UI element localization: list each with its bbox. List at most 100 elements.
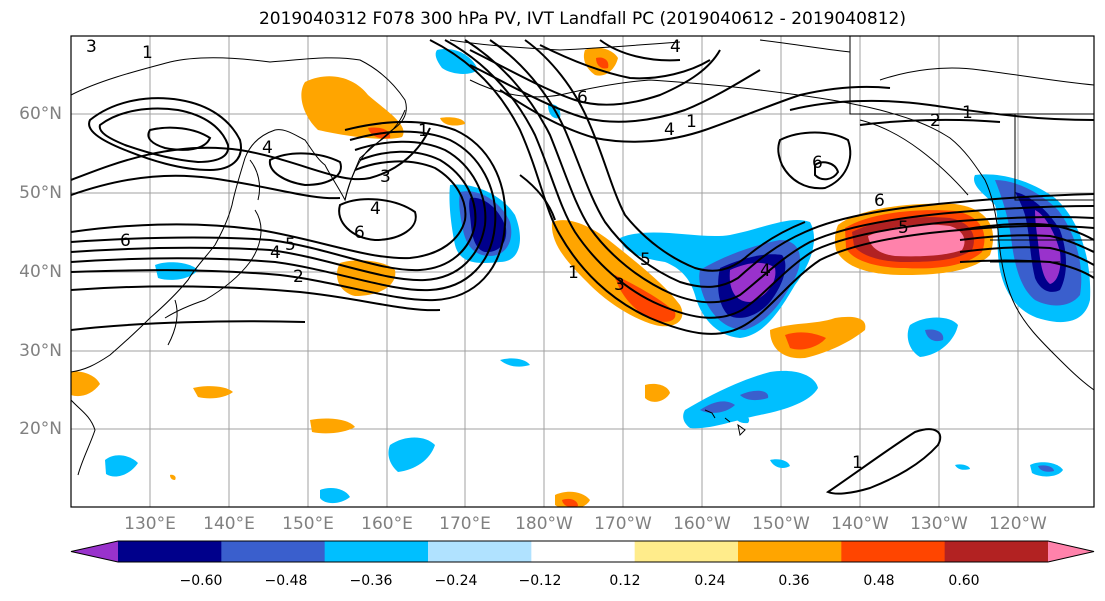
colorbar-tick: 0.12 (609, 573, 641, 589)
pv-contour (814, 161, 840, 181)
lon-label-170e: 170°E (439, 514, 491, 534)
colorbar-segment (841, 541, 946, 562)
colorbar-segment (531, 541, 636, 562)
contour-label: 5 (640, 250, 651, 270)
pv-contour (469, 49, 721, 106)
contour-label: 6 (577, 88, 588, 108)
lon-label-160w: 160°W (673, 514, 731, 534)
lon-label-140w: 140°W (831, 514, 889, 534)
colorbar-tick: −0.60 (179, 573, 223, 589)
pv-contour (959, 234, 1094, 253)
contour-label: 1 (142, 43, 153, 63)
contour-label: 1 (852, 453, 863, 473)
pv-contour (524, 39, 806, 272)
lon-label-180w: 180°W (515, 514, 573, 534)
colorbar-tick: 0.36 (778, 573, 810, 589)
contour-label: 6 (120, 231, 131, 251)
pv-contour (71, 160, 467, 260)
contour-labels: 3 1 6 2 4 5 4 6 3 1 4 6 4 5 1 3 6 5 4 6 … (86, 37, 973, 473)
contour-label: 3 (380, 167, 391, 187)
contour-label: 2 (293, 267, 304, 287)
colorbar-tick: −0.24 (434, 573, 478, 589)
pv-contour (71, 130, 497, 292)
contour-label: 1 (418, 121, 429, 141)
pv-contour (71, 174, 341, 200)
pv-contour (338, 198, 417, 242)
pv-contour (429, 39, 1094, 335)
contour-label: 5 (285, 235, 296, 255)
lon-label-150w: 150°W (752, 514, 810, 534)
pv-contour (71, 127, 431, 181)
colorbar-tick: −0.48 (264, 573, 308, 589)
pv-contour (71, 140, 487, 282)
lon-label-170w: 170°W (594, 514, 652, 534)
colorbar-segment (221, 541, 326, 562)
map-frame (70, 35, 1095, 508)
contour-label: 4 (760, 261, 771, 281)
pv-contour (959, 222, 1094, 241)
colorbar-tick: 0.48 (863, 573, 895, 589)
pv-contour (959, 246, 1094, 266)
colorbar-outline (70, 540, 1095, 563)
contour-label: 4 (670, 37, 681, 57)
contour-label: 6 (874, 191, 885, 211)
pv-contour (777, 131, 852, 190)
contour-label: 4 (370, 199, 381, 219)
pv-contour (519, 174, 556, 221)
contour-label: 1 (962, 103, 973, 123)
contour-label: 3 (86, 37, 97, 57)
colorbar-segment (944, 541, 1049, 562)
colorbar-segment (738, 541, 842, 562)
lat-label-30n: 30°N (19, 341, 62, 361)
contour-label: 3 (614, 275, 625, 295)
contour-label: 6 (812, 153, 823, 173)
pv-contour (859, 118, 1001, 126)
pv-contour (789, 99, 1094, 121)
contour-label: 4 (664, 120, 675, 140)
colorbar-segment (428, 541, 532, 562)
lat-label-40n: 40°N (19, 262, 62, 282)
contour-label: 2 (930, 111, 941, 131)
pv-contour (147, 126, 212, 151)
pv-contour (825, 428, 942, 495)
colorbar-tick: 0.24 (694, 573, 726, 589)
contour-label: 4 (270, 243, 281, 263)
colorbar-segment (118, 541, 222, 562)
contour-label: 1 (568, 263, 579, 283)
colorbar-extend-max (1048, 541, 1094, 562)
map-title: 2019040312 F078 300 hPa PV, IVT Landfall… (258, 9, 906, 29)
lat-label-60n: 60°N (19, 104, 62, 124)
colorbar-tick: −0.12 (518, 573, 562, 589)
pv-contour (71, 150, 477, 272)
colorbar-segment (324, 541, 429, 562)
colorbar-tick: −0.36 (349, 573, 393, 589)
pv-contour (71, 120, 507, 302)
contour-label: 6 (354, 223, 365, 243)
pv-contour (71, 320, 306, 331)
lon-label-160e: 160°E (361, 514, 413, 534)
pv-contour (98, 107, 230, 164)
contour-label: 4 (262, 138, 273, 158)
pv-contour (499, 85, 891, 143)
pv-contour (444, 39, 1094, 319)
lon-label-140e: 140°E (203, 514, 255, 534)
colorbar-extend-min (71, 541, 118, 562)
pv-contour (599, 39, 681, 62)
lon-label-130w: 130°W (910, 514, 968, 534)
lon-label-120w: 120°W (989, 514, 1047, 534)
pv-contour (268, 152, 342, 187)
pv-contour (464, 39, 1094, 304)
contour-label: 5 (898, 218, 909, 238)
pv-contour (469, 64, 761, 123)
pv-contour (959, 259, 1094, 279)
lat-label-20n: 20°N (19, 419, 62, 439)
pv-contour (71, 285, 441, 312)
colorbar-segment (634, 541, 739, 562)
lat-label-50n: 50°N (19, 183, 62, 203)
contour-label: 1 (686, 112, 697, 132)
pv-contours (71, 39, 1094, 495)
coastlines (71, 36, 1094, 476)
pv-contour (489, 39, 1094, 288)
lon-label-130e: 130°E (124, 514, 176, 534)
